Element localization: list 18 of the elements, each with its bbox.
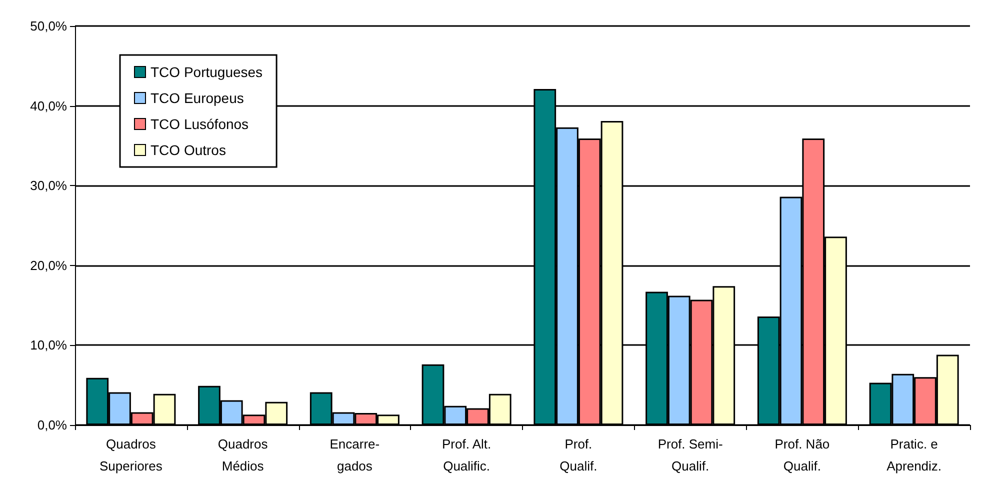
y-tick-label: 30,0%: [30, 178, 68, 194]
x-tick-label: Prof. Qualif.: [560, 436, 598, 474]
legend-label: TCO Lusófonos: [150, 116, 249, 132]
y-tick-label: 40,0%: [30, 98, 68, 114]
x-tick-label: Quadros Médios: [218, 436, 268, 474]
x-tick-label: Quadros Superiores: [100, 436, 163, 474]
y-tick-label: 10,0%: [30, 338, 68, 353]
x-tick-label: Prof. Semi- Qualif.: [658, 436, 723, 474]
legend-label: TCO Portugueses: [150, 64, 263, 80]
x-tick-label: Prof. Não Qualif.: [774, 436, 830, 474]
y-tick-label: 20,0%: [30, 258, 68, 273]
x-tick-label: Prof. Alt. Qualific.: [442, 436, 492, 474]
legend-label: TCO Outros: [150, 142, 226, 158]
legend-label: TCO Europeus: [150, 90, 244, 106]
x-tick-label: Encarre- gados: [330, 436, 380, 474]
y-tick-label: 50,0%: [30, 18, 68, 34]
y-tick-label: 0,0%: [37, 418, 68, 432]
x-tick-label: Pratic. e Aprendiz.: [886, 436, 942, 474]
